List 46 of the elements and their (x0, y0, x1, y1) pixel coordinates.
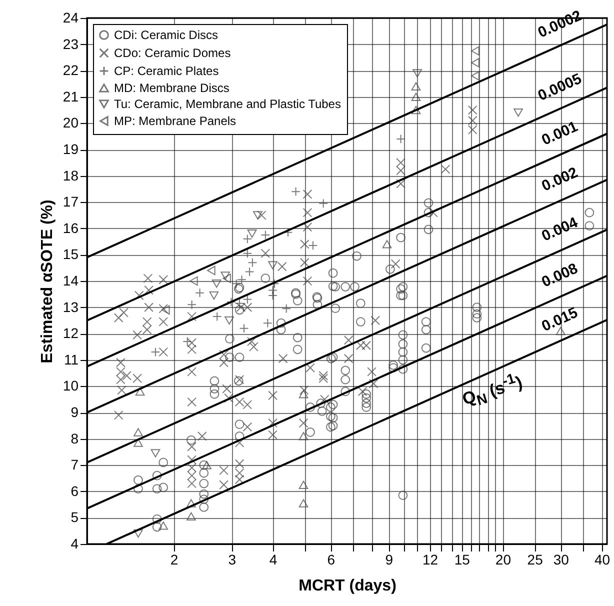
legend-label: CP: Ceramic Plates (114, 64, 219, 78)
y-tick-label: 7 (70, 456, 79, 473)
y-tick-label: 24 (62, 10, 79, 26)
y-tick-label: 19 (62, 141, 79, 157)
annotation: Q$_{N}$ (s$^{-1}$) (458, 370, 526, 412)
x-tick-label: 30 (553, 552, 570, 568)
text: 0.001 (539, 118, 580, 149)
x-tick-label: 40 (594, 552, 610, 568)
y-tick-label: 12 (62, 325, 79, 342)
x-tick-label: 15 (454, 552, 470, 568)
legend-label: Tu: Ceramic, Membrane and Plastic Tubes (114, 97, 341, 111)
x-axis-title: MCRT (days) (298, 578, 396, 594)
y-tick-label: 13 (62, 298, 79, 315)
legend-label: CDo: Ceramic Domes (114, 46, 231, 60)
y-tick-label: 9 (70, 404, 79, 420)
y-tick-label: 18 (62, 167, 79, 184)
y-tick-label: 22 (62, 62, 79, 78)
text: 0.002 (539, 164, 580, 195)
y-tick-label: 20 (62, 114, 79, 131)
y-tick-label: 8 (70, 430, 79, 446)
x-tick-label: 2 (170, 552, 178, 568)
y-tick-label: 21 (62, 88, 79, 104)
x-tick-label: 12 (422, 552, 438, 568)
y-tick-label: 16 (62, 220, 79, 236)
y-axis-title: Estimated αSOTE (%) (38, 200, 56, 364)
x-tick-label: 20 (495, 552, 512, 568)
y-tick-label: 17 (62, 194, 79, 210)
text: 0.008 (539, 260, 580, 291)
y-tick-label: 14 (62, 272, 79, 288)
x-tick-label: 6 (327, 552, 336, 568)
x-tick-label: 3 (228, 552, 236, 568)
text: 0.015 (539, 304, 580, 336)
legend-label: MP: Membrane Panels (114, 114, 236, 128)
y-tick-label: 4 (70, 536, 79, 552)
y-tick-label: 23 (62, 36, 79, 52)
text: 0.004 (539, 214, 582, 245)
y-tick-label: 5 (70, 509, 79, 526)
y-tick-label: 11 (64, 351, 79, 368)
legend-label: MD: Membrane Discs (114, 81, 230, 95)
y-tick-label: 10 (62, 378, 79, 394)
x-tick-label: 9 (385, 552, 394, 568)
y-tick-label: 15 (62, 246, 79, 262)
x-tick-label: 4 (269, 552, 278, 568)
x-tick-label: 25 (527, 552, 544, 568)
y-tick-label: 6 (70, 482, 79, 499)
legend-label: CDi: Ceramic Discs (114, 28, 218, 42)
